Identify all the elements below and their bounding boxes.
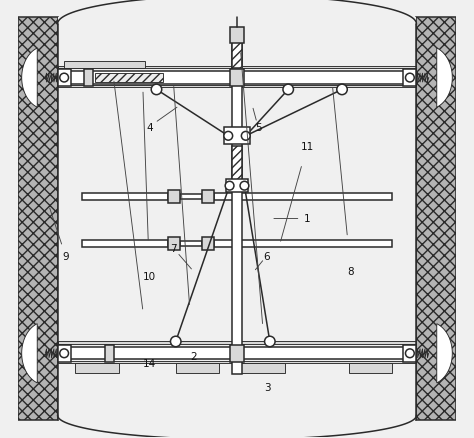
Polygon shape <box>437 324 452 383</box>
Bar <box>237 72 417 85</box>
Polygon shape <box>437 49 452 108</box>
Circle shape <box>240 182 249 191</box>
Text: 3: 3 <box>264 382 271 392</box>
Bar <box>237 86 417 88</box>
Bar <box>57 18 417 420</box>
Text: 1: 1 <box>304 214 310 224</box>
Bar <box>105 345 114 362</box>
Circle shape <box>171 336 181 347</box>
Circle shape <box>60 74 69 83</box>
Text: 6: 6 <box>264 251 270 261</box>
Bar <box>241 363 285 373</box>
Circle shape <box>405 74 414 83</box>
Bar <box>224 128 250 145</box>
Bar <box>226 180 248 193</box>
Bar <box>417 18 456 420</box>
Circle shape <box>60 349 69 358</box>
Bar <box>75 363 119 373</box>
Polygon shape <box>22 49 37 108</box>
Bar <box>57 342 237 344</box>
Bar <box>57 345 71 362</box>
Bar <box>230 70 244 87</box>
Bar <box>57 67 237 69</box>
Text: 5: 5 <box>255 122 261 132</box>
Bar <box>202 191 214 204</box>
Bar <box>57 347 237 360</box>
Bar <box>82 194 168 201</box>
Bar <box>232 42 242 68</box>
Bar <box>348 363 392 373</box>
Text: 11: 11 <box>301 142 314 152</box>
Text: 14: 14 <box>143 358 156 368</box>
Text: 7: 7 <box>170 244 177 254</box>
Bar <box>403 70 417 87</box>
Polygon shape <box>22 324 37 383</box>
Bar <box>214 240 392 247</box>
Circle shape <box>405 349 414 358</box>
Circle shape <box>337 85 347 95</box>
Bar <box>180 242 202 246</box>
Circle shape <box>224 132 233 141</box>
Bar <box>180 195 202 199</box>
Bar <box>57 361 237 363</box>
Bar <box>18 18 57 420</box>
Bar <box>202 237 214 251</box>
Circle shape <box>264 336 275 347</box>
Bar <box>57 72 237 85</box>
Text: 9: 9 <box>62 251 69 261</box>
Circle shape <box>241 132 250 141</box>
Text: 4: 4 <box>146 122 153 132</box>
Bar <box>230 28 244 44</box>
Bar <box>57 86 237 88</box>
Bar <box>237 67 417 69</box>
Bar <box>230 345 244 362</box>
Circle shape <box>225 182 234 191</box>
Circle shape <box>151 85 162 95</box>
Circle shape <box>283 85 293 95</box>
Bar <box>84 70 92 87</box>
Bar <box>232 147 242 184</box>
Text: 2: 2 <box>190 352 197 361</box>
Text: 10: 10 <box>143 272 156 282</box>
Bar <box>82 240 168 247</box>
Bar <box>168 237 180 251</box>
Bar <box>64 61 145 69</box>
Bar <box>237 342 417 344</box>
Bar <box>237 347 417 360</box>
Bar <box>237 361 417 363</box>
Bar <box>403 345 417 362</box>
Bar <box>176 363 219 373</box>
Bar <box>168 191 180 204</box>
Bar <box>232 44 242 374</box>
Bar <box>57 70 71 87</box>
Bar <box>95 74 163 83</box>
Text: 8: 8 <box>347 266 354 276</box>
Bar <box>214 194 392 201</box>
